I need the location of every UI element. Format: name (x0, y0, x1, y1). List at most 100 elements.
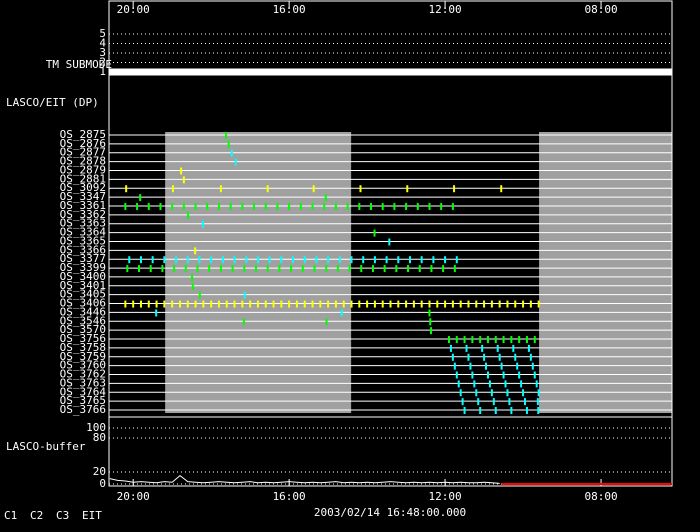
event-mark (278, 265, 281, 273)
event-mark (161, 265, 164, 273)
event-mark (151, 256, 154, 264)
event-mark (412, 300, 415, 308)
event-mark (370, 202, 373, 210)
event-mark (506, 389, 509, 397)
event-mark (383, 265, 386, 273)
event-mark (243, 265, 246, 273)
event-mark (313, 265, 316, 273)
event-mark (256, 256, 259, 264)
row-label: OS_2881 (60, 172, 106, 185)
event-mark (397, 256, 400, 264)
event-mark (490, 300, 493, 308)
event-mark (155, 309, 158, 317)
event-mark (483, 300, 486, 308)
event-mark (449, 344, 452, 352)
x-tick-label: 16:00 (273, 3, 306, 16)
event-mark (492, 398, 495, 406)
event-mark (319, 300, 322, 308)
row-label: OS_3364 (60, 226, 107, 239)
event-mark (362, 256, 365, 264)
event-mark (467, 353, 470, 361)
event-mark (163, 300, 166, 308)
event-mark (475, 300, 478, 308)
x-tick-label: 12:00 (429, 490, 462, 503)
event-mark (512, 344, 515, 352)
y-tick-label: 0 (99, 477, 106, 490)
event-mark (253, 202, 256, 210)
event-mark (194, 202, 197, 210)
event-mark (444, 300, 447, 308)
level-label: 4 (99, 37, 106, 50)
event-mark (529, 353, 532, 361)
event-mark (301, 265, 304, 273)
event-mark (457, 380, 460, 388)
event-mark (461, 398, 464, 406)
row-label: OS_3760 (60, 359, 106, 372)
row-label: OS_3406 (60, 297, 106, 310)
shaded-interval (539, 132, 672, 413)
event-mark (325, 318, 328, 326)
event-mark (126, 265, 129, 273)
x-tick-label: 20:00 (117, 490, 150, 503)
event-mark (342, 300, 345, 308)
event-mark (430, 327, 433, 335)
event-mark (359, 185, 362, 193)
event-mark (202, 300, 205, 308)
event-mark (428, 300, 431, 308)
event-mark (455, 256, 458, 264)
event-mark (147, 300, 150, 308)
event-mark (231, 265, 234, 273)
event-mark (128, 256, 131, 264)
event-mark (217, 300, 220, 308)
event-mark (311, 202, 314, 210)
event-mark (180, 167, 183, 175)
row-label: OS_3765 (60, 394, 106, 407)
event-mark (327, 256, 330, 264)
event-mark (266, 185, 269, 193)
event-mark (459, 300, 462, 308)
x-tick-label: 08:00 (584, 490, 617, 503)
event-mark (533, 336, 536, 344)
event-mark (531, 362, 534, 370)
event-mark (463, 336, 466, 344)
event-mark (182, 176, 185, 184)
event-mark (268, 256, 271, 264)
event-mark (272, 300, 275, 308)
event-mark (518, 371, 521, 379)
row-label: OS_2875 (60, 128, 106, 141)
buffer-label: LASCO-buffer (6, 440, 86, 453)
lasco-eit-label: LASCO/EIT (DP) (6, 96, 99, 109)
event-mark (373, 229, 376, 237)
event-mark (395, 265, 398, 273)
event-mark (524, 398, 527, 406)
event-mark (217, 202, 220, 210)
event-mark (451, 300, 454, 308)
event-mark (455, 371, 458, 379)
event-mark (196, 265, 199, 273)
event-mark (536, 398, 539, 406)
event-mark (264, 300, 267, 308)
event-mark (500, 362, 503, 370)
event-mark (178, 300, 181, 308)
event-mark (198, 291, 201, 299)
event-mark (171, 202, 174, 210)
event-mark (506, 300, 509, 308)
event-mark (187, 211, 190, 219)
event-mark (453, 362, 456, 370)
event-mark (514, 300, 517, 308)
event-mark (366, 300, 369, 308)
event-mark (455, 336, 458, 344)
event-mark (336, 265, 339, 273)
event-mark (348, 265, 351, 273)
event-mark (312, 185, 315, 193)
event-mark (428, 309, 431, 317)
event-mark (315, 256, 318, 264)
event-mark (525, 407, 528, 414)
event-mark (444, 256, 447, 264)
event-mark (324, 194, 327, 202)
shaded-interval (165, 132, 352, 413)
event-mark (385, 256, 388, 264)
event-mark (241, 300, 244, 308)
event-mark (473, 380, 476, 388)
